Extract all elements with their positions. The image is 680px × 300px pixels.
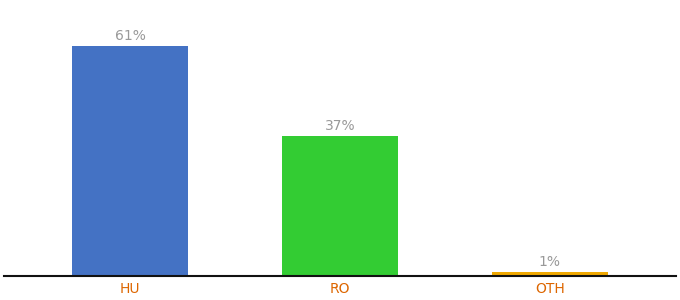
Bar (282, 136, 398, 276)
Text: 1%: 1% (539, 256, 561, 269)
Bar (72, 46, 188, 276)
Text: 61%: 61% (115, 29, 146, 43)
Text: 37%: 37% (324, 119, 356, 134)
Bar (492, 272, 608, 276)
